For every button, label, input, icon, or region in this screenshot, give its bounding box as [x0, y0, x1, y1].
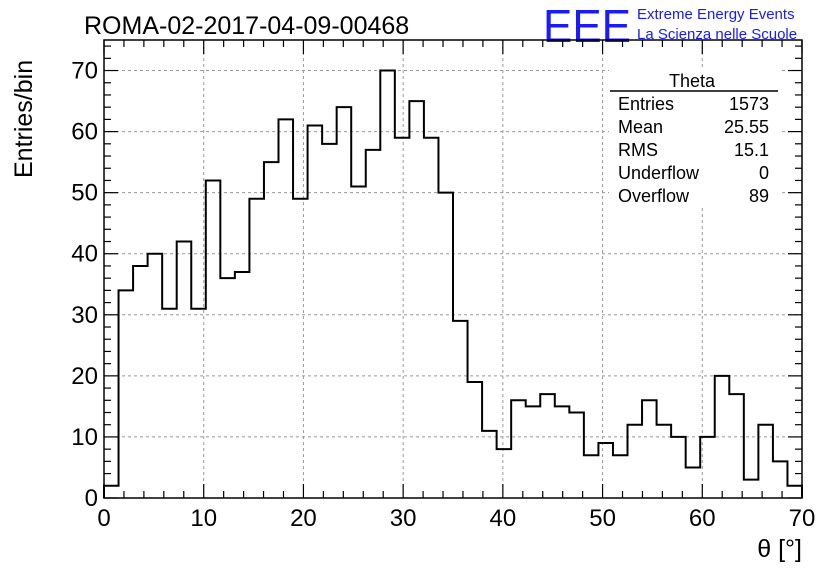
histogram-bin: [249, 199, 264, 498]
histogram-bin: [438, 193, 453, 498]
tick-labels: 0 10 20 30 40 50 60 70 0 10 20 30 40 50 60 70: [71, 58, 815, 532]
y-tick-label: 10: [71, 424, 98, 451]
histogram-bin: [424, 138, 439, 498]
y-axis-label: Entries/bin: [10, 60, 38, 178]
histogram-bin: [569, 413, 584, 498]
y-tick-label: 60: [71, 119, 98, 146]
stats-label: Underflow: [618, 163, 700, 183]
histogram-bin: [220, 278, 235, 498]
stats-label: Overflow: [618, 186, 690, 206]
histogram-bin: [366, 150, 381, 498]
histogram-bin: [162, 309, 177, 498]
y-tick-label: 20: [71, 363, 98, 390]
logo-line-2: La Scienza nelle Scuole: [637, 26, 797, 43]
stats-label: RMS: [618, 140, 658, 160]
histogram-bin: [337, 107, 352, 498]
histogram-bin: [628, 425, 643, 498]
x-tick-label: 60: [689, 505, 716, 532]
eee-logo: EEE Extreme Energy Events La Scienza nel…: [543, 0, 797, 52]
histogram-bin: [322, 144, 337, 498]
stats-value: 89: [749, 186, 769, 206]
histogram-bin: [191, 309, 206, 498]
histogram-bin: [482, 431, 497, 498]
histogram-bin: [598, 443, 613, 498]
logo-letters: EEE: [543, 0, 631, 52]
histogram-bin: [177, 242, 192, 498]
histogram-bin: [773, 461, 788, 498]
histogram-bin: [526, 406, 541, 498]
histogram-bin: [584, 455, 599, 498]
stats-value: 25.55: [724, 117, 769, 137]
histogram-bin: [497, 449, 512, 498]
histogram-outline: [103, 69, 803, 498]
histogram-bin: [787, 486, 802, 498]
y-tick-label: 40: [71, 241, 98, 268]
x-tick-label: 30: [390, 505, 417, 532]
stats-label: Entries: [618, 94, 674, 114]
histogram-bin: [453, 321, 468, 498]
histogram-bin: [380, 71, 395, 498]
stats-rows: Entries 1573 Mean 25.55 RMS 15.1 Underflow 0 Ove…: [618, 94, 769, 206]
histogram-bin: [686, 467, 701, 498]
histogram-bin: [540, 394, 555, 498]
histogram-bin: [279, 119, 294, 498]
x-tick-label: 20: [290, 505, 317, 532]
x-tick-label: 50: [589, 505, 616, 532]
histogram-bin: [395, 138, 410, 498]
logo-line-1: Extreme Energy Events: [637, 6, 795, 23]
stats-value: 0: [759, 163, 769, 183]
histogram-bin: [511, 400, 526, 498]
histogram-bin: [104, 486, 119, 498]
stats-box: Theta Entries 1573 Mean 25.55 RMS 15.1 Underfl…: [609, 68, 779, 208]
x-axis-label: θ [°]: [757, 535, 802, 563]
x-tick-label: 10: [190, 505, 217, 532]
x-tick-label: 70: [789, 505, 816, 532]
stats-title: Theta: [669, 71, 716, 91]
stats-label: Mean: [618, 117, 663, 137]
histogram-bin: [206, 180, 221, 498]
histogram-bin: [744, 480, 759, 498]
histogram-bin: [264, 162, 279, 498]
histogram-bin: [642, 400, 657, 498]
y-tick-label: 50: [71, 180, 98, 207]
histogram-bin: [409, 101, 424, 498]
plot-frame: [103, 39, 803, 499]
histogram-bin: [468, 382, 483, 498]
y-tick-label: 70: [71, 58, 98, 85]
histogram-bin: [671, 437, 686, 498]
axis-ticks: [103, 40, 803, 499]
y-tick-label: 0: [85, 485, 98, 512]
histogram-bin: [308, 125, 323, 498]
histogram-bin: [235, 272, 250, 498]
stats-value: 1573: [729, 94, 769, 114]
stats-value: 15.1: [734, 140, 769, 160]
histogram-bin: [293, 199, 308, 498]
histogram-bin: [758, 425, 773, 498]
x-tick-label: 0: [97, 505, 110, 532]
x-tick-label: 40: [490, 505, 517, 532]
histogram-bin: [555, 406, 570, 498]
histogram-bin: [133, 266, 148, 498]
y-tick-label: 30: [71, 302, 98, 329]
histogram-bin: [119, 290, 134, 498]
histogram-bin: [613, 455, 628, 498]
histogram-bin: [351, 187, 366, 498]
chart-title: ROMA-02-2017-04-09-00468: [84, 12, 409, 40]
histogram-bin: [729, 394, 744, 498]
histogram-bin: [657, 425, 672, 498]
